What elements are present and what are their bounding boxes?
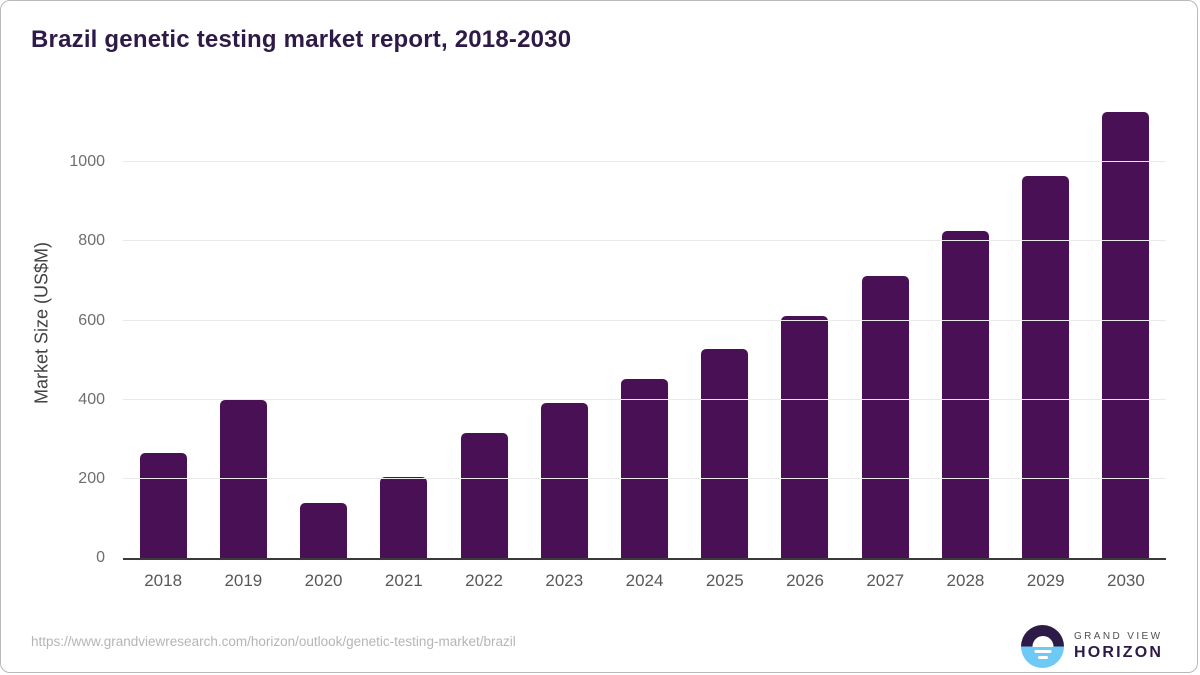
- brand-text: GRAND VIEW HORIZON: [1074, 631, 1163, 662]
- bar-2021: [380, 476, 428, 558]
- bar-2018: [139, 453, 187, 558]
- bar-column-2022: [444, 101, 524, 558]
- y-tick-label-200: 200: [78, 469, 105, 487]
- x-axis-label-2028: 2028: [946, 571, 985, 590]
- bar-column-2029: [1006, 101, 1086, 558]
- logo-sun-shape: [1032, 636, 1053, 647]
- gridline-400: [123, 398, 1166, 400]
- logo-reflection-line: [1034, 649, 1051, 653]
- bar-column-2025: [685, 101, 765, 558]
- bar-2025: [701, 349, 749, 558]
- y-tick-label-600: 600: [78, 311, 105, 329]
- bar-2029: [1022, 175, 1070, 558]
- x-axis-label-2023: 2023: [545, 571, 584, 590]
- bar-2027: [861, 276, 909, 558]
- bar-column-2020: [283, 101, 363, 558]
- y-tick-label-400: 400: [78, 390, 105, 408]
- x-axis-label-2024: 2024: [625, 571, 664, 590]
- bars-group: [123, 101, 1166, 558]
- brand-name-top: GRAND VIEW: [1074, 631, 1163, 642]
- y-tick-label-1000: 1000: [69, 153, 105, 171]
- bar-2026: [781, 315, 829, 558]
- x-axis-label-2018: 2018: [144, 571, 183, 590]
- x-axis-label-2027: 2027: [866, 571, 905, 590]
- bar-column-2030: [1086, 101, 1166, 558]
- bar-2019: [219, 400, 267, 558]
- bar-2028: [941, 230, 989, 558]
- brand-name-bottom: HORIZON: [1074, 644, 1164, 661]
- gridline-800: [123, 240, 1166, 242]
- bar-2020: [300, 503, 348, 558]
- bar-column-2027: [845, 101, 925, 558]
- plot-area: 2018 2019 2020 2021 2022 2023 2024 2025 2026 2027…: [69, 101, 1166, 590]
- x-axis-label-2029: 2029: [1026, 571, 1065, 590]
- x-axis-label-2021: 2021: [384, 571, 423, 590]
- bar-column-2021: [364, 101, 444, 558]
- bar-2030: [1102, 111, 1150, 558]
- x-axis-label-2025: 2025: [705, 571, 744, 590]
- bar-2022: [460, 433, 508, 558]
- bar-column-2018: [123, 101, 203, 558]
- bar-2023: [540, 403, 588, 558]
- bar-column-2023: [524, 101, 604, 558]
- x-axis-labels: 2018 2019 2020 2021 2022 2023 2024 2025 2026 2027…: [123, 571, 1166, 591]
- bar-column-2024: [604, 101, 684, 558]
- gridline-600: [123, 319, 1166, 321]
- logo-reflection-line: [1037, 655, 1048, 659]
- x-axis-label-2022: 2022: [465, 571, 503, 590]
- horizon-sun-logo-icon: [1021, 625, 1064, 668]
- y-tick-label-0: 0: [96, 549, 105, 566]
- chart-title: Brazil genetic testing market report, 20…: [31, 26, 572, 53]
- gridline-1000: [123, 161, 1166, 163]
- source-url: https://www.grandviewresearch.com/horizo…: [31, 634, 516, 649]
- bar-column-2028: [925, 101, 1005, 558]
- brand-logo: GRAND VIEW HORIZON: [1021, 625, 1163, 668]
- y-tick-label-800: 800: [78, 232, 105, 250]
- x-axis-label-2019: 2019: [224, 571, 263, 590]
- bar-column-2026: [765, 101, 845, 558]
- gridline-200: [123, 477, 1166, 479]
- bar-column-2019: [203, 101, 283, 558]
- x-axis-label-2030: 2030: [1107, 571, 1145, 590]
- x-axis-label-2020: 2020: [304, 571, 343, 590]
- x-axis-label-2026: 2026: [786, 571, 824, 590]
- bar-2024: [621, 379, 669, 558]
